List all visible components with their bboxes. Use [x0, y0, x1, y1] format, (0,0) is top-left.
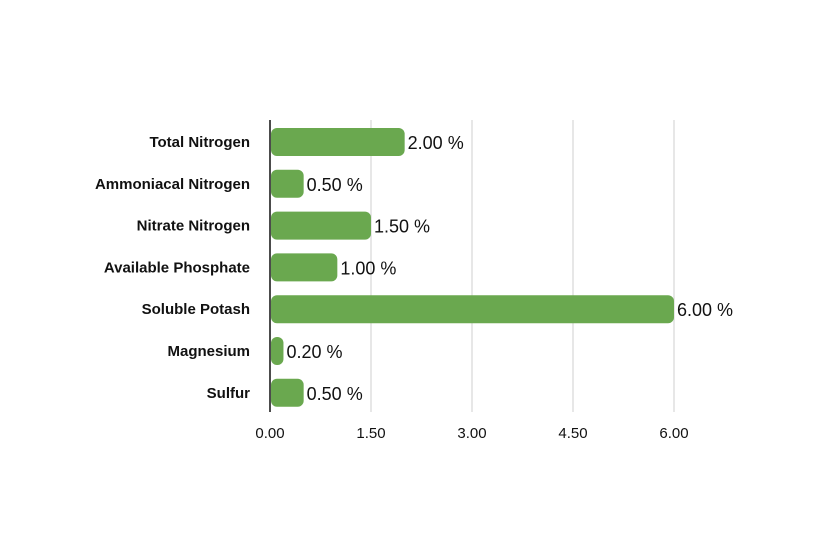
bar [271, 295, 674, 324]
category-label: Available Phosphate [104, 259, 250, 276]
bars [271, 128, 674, 407]
bar [271, 128, 405, 156]
x-tick-label: 3.00 [457, 425, 486, 442]
data-label: 0.50 % [307, 384, 363, 404]
x-tick-label: 4.50 [558, 425, 587, 442]
data-label: 1.00 % [340, 258, 396, 278]
x-tick-label: 6.00 [659, 425, 688, 442]
bar [271, 253, 338, 282]
category-label: Magnesium [167, 343, 250, 360]
category-label: Sulfur [207, 385, 250, 402]
x-tick-label: 1.50 [356, 425, 385, 442]
data-label: 2.00 % [408, 133, 464, 153]
data-label: 0.20 % [286, 342, 342, 362]
grid-lines [370, 120, 675, 412]
bar [271, 337, 284, 365]
category-label: Ammoniacal Nitrogen [95, 176, 250, 193]
data-label: 0.50 % [307, 175, 363, 195]
bar [271, 211, 371, 240]
category-label: Total Nitrogen [149, 134, 250, 151]
bar [271, 169, 304, 198]
category-label: Soluble Potash [142, 301, 250, 318]
data-label: 6.00 % [677, 300, 733, 320]
category-label: Nitrate Nitrogen [137, 218, 250, 235]
data-labels: 2.00 % 0.50 % 1.50 % 1.00 % 6.00 % 0.20 % 0.50… [286, 133, 733, 404]
x-tick-label: 0.00 [255, 425, 284, 442]
bar [271, 378, 304, 407]
x-tick-labels: 0.00 1.50 3.00 4.50 6.00 [255, 425, 688, 442]
data-label: 1.50 % [374, 217, 430, 237]
category-labels: Total Nitrogen Ammoniacal Nitrogen Nitrate… [95, 134, 250, 402]
